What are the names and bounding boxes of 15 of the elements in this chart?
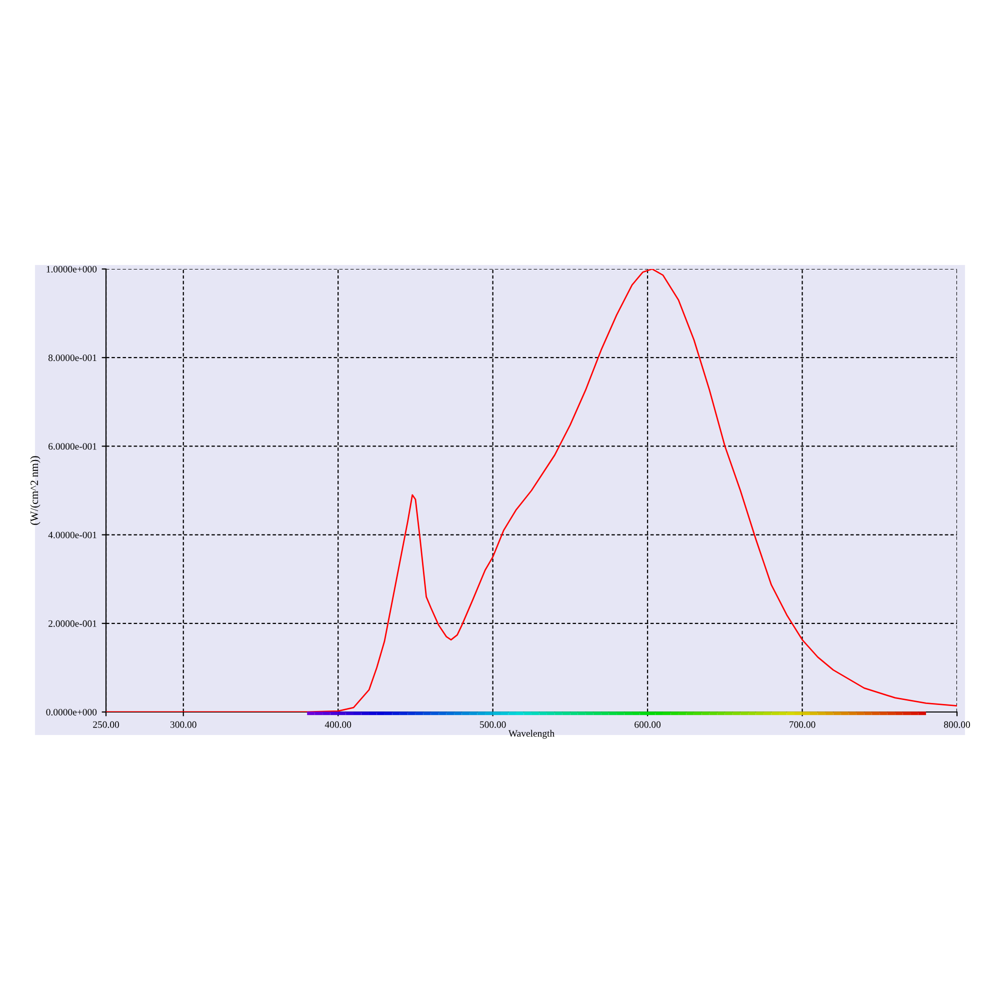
x-tick-label: 500.00 — [480, 721, 506, 728]
y-tick-label: 8.0000e-001 — [48, 354, 96, 362]
y-tick-label: 6.0000e-001 — [48, 443, 96, 450]
x-tick-label: 300.00 — [170, 721, 196, 728]
y-tick-label: 4.0000e-001 — [48, 532, 96, 538]
y-axis-title: (W/(cm^2 nm)) — [30, 456, 40, 525]
x-tick-label: 700.00 — [790, 721, 816, 728]
x-tick-label: 250.00 — [93, 721, 119, 728]
y-tick-label: 1.0000e+000 — [46, 266, 97, 273]
x-tick-label: 600.00 — [634, 721, 661, 728]
x-tick-label: 400.00 — [324, 721, 352, 728]
y-tick-label: 0.0000e+000 — [46, 708, 97, 716]
x-axis-title: Wavelength — [508, 730, 554, 739]
x-tick-label: 800.00 — [944, 721, 970, 728]
y-tick-label: 2.0000e-001 — [48, 620, 96, 627]
